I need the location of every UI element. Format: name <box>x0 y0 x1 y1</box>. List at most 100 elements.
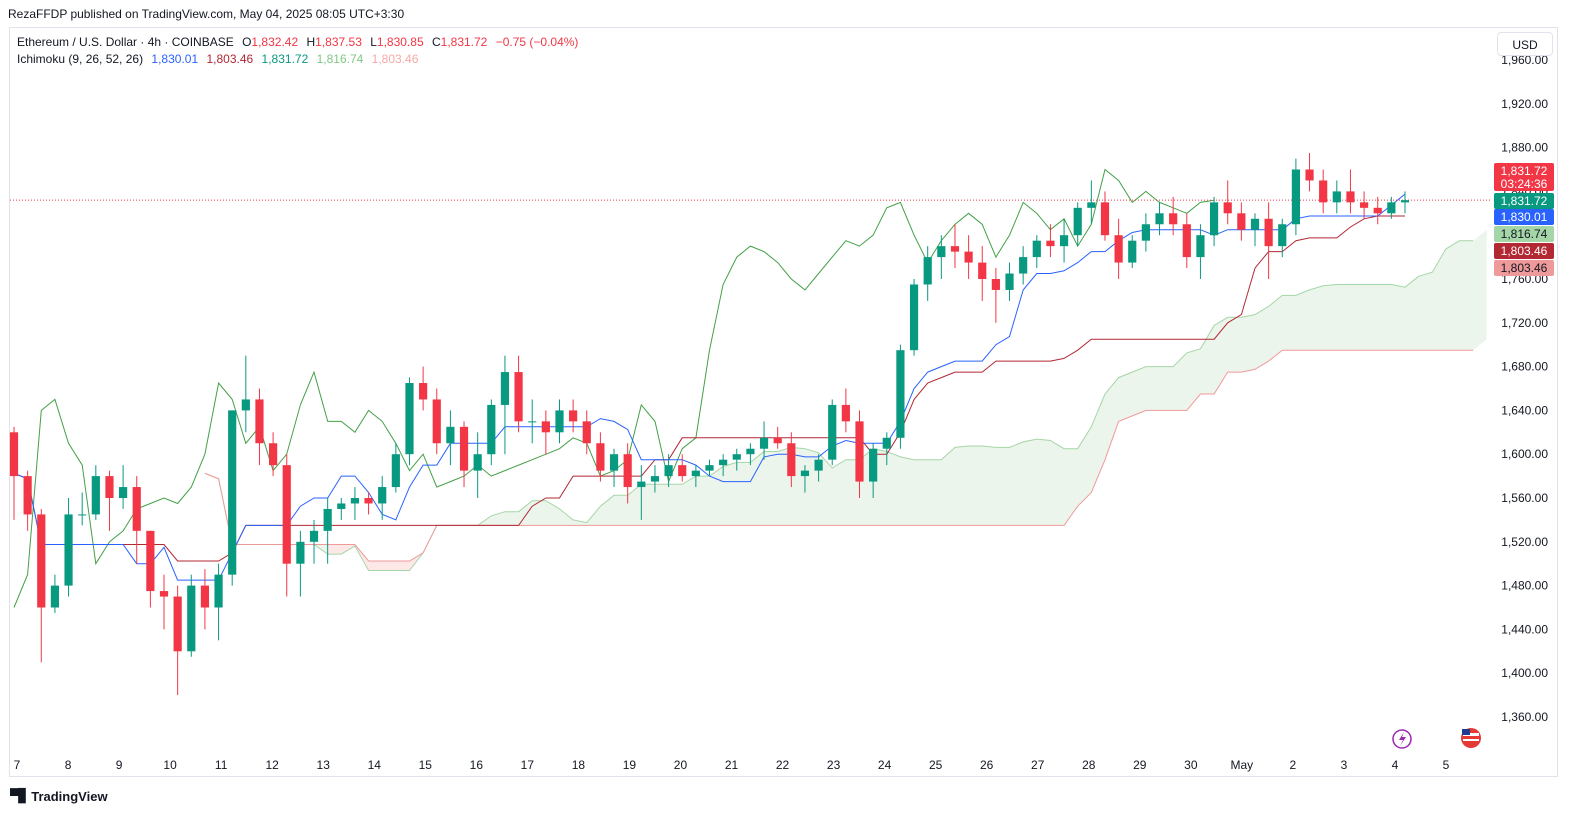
candle-body[interactable] <box>296 541 305 564</box>
candle-body[interactable] <box>78 514 87 516</box>
candle-body[interactable] <box>432 399 441 444</box>
candle-body[interactable] <box>691 470 700 477</box>
candle-body[interactable] <box>255 399 264 444</box>
candle-body[interactable] <box>64 514 73 586</box>
candle-body[interactable] <box>746 448 755 455</box>
candle-body[interactable] <box>1100 202 1110 236</box>
candle-body[interactable] <box>1223 202 1232 214</box>
candle-body[interactable] <box>173 596 182 652</box>
candle-body[interactable] <box>1019 257 1028 274</box>
candle-body[interactable] <box>350 498 360 504</box>
candle-body[interactable] <box>896 350 905 438</box>
candle-body[interactable] <box>1319 180 1328 203</box>
candle-body[interactable] <box>1169 213 1178 225</box>
chart-pane[interactable] <box>9 27 1558 777</box>
candle-body[interactable] <box>909 284 919 351</box>
candle-body[interactable] <box>500 372 510 405</box>
candle-body[interactable] <box>1114 235 1123 263</box>
candle-body[interactable] <box>309 530 319 542</box>
candle-body[interactable] <box>1278 224 1287 247</box>
candle-body[interactable] <box>1346 191 1355 203</box>
candle-body[interactable] <box>569 410 578 422</box>
candle-body[interactable] <box>132 487 141 531</box>
candle-body[interactable] <box>773 437 782 444</box>
candle-body[interactable] <box>119 487 128 498</box>
candle-body[interactable] <box>1196 235 1205 258</box>
candle-body[interactable] <box>269 443 278 466</box>
candle-body[interactable] <box>1209 202 1219 236</box>
candle-body[interactable] <box>1182 224 1191 258</box>
candle-body[interactable] <box>950 246 960 252</box>
candle-body[interactable] <box>37 514 46 608</box>
candle-body[interactable] <box>964 251 973 263</box>
candle-body[interactable] <box>282 465 291 564</box>
candle-body[interactable] <box>9 432 19 477</box>
candle-body[interactable] <box>705 465 714 471</box>
candle-body[interactable] <box>800 470 810 477</box>
candle-body[interactable] <box>841 404 850 422</box>
candle-body[interactable] <box>1387 202 1396 214</box>
candle-body[interactable] <box>1332 191 1341 203</box>
candle-body[interactable] <box>200 585 210 608</box>
candle-body[interactable] <box>1305 169 1314 181</box>
candle-body[interactable] <box>1141 224 1150 241</box>
candle-body[interactable] <box>1073 207 1082 236</box>
candle-body[interactable] <box>91 476 100 515</box>
candle-body[interactable] <box>187 585 196 652</box>
candle-body[interactable] <box>378 487 387 504</box>
candle-body[interactable] <box>1373 207 1382 214</box>
indicator-title[interactable]: Ichimoku (9, 26, 52, 26) <box>17 52 144 66</box>
candle-body[interactable] <box>732 454 741 460</box>
candle-body[interactable] <box>1264 218 1273 247</box>
candle-body[interactable] <box>1032 240 1041 258</box>
candle-body[interactable] <box>609 454 619 471</box>
candle-body[interactable] <box>1359 202 1369 208</box>
candle-body[interactable] <box>159 591 169 597</box>
candle-body[interactable] <box>623 454 632 488</box>
candle-body[interactable] <box>23 476 32 515</box>
candle-body[interactable] <box>528 421 537 423</box>
candle-body[interactable] <box>241 399 250 411</box>
candle-body[interactable] <box>146 530 155 592</box>
candle-body[interactable] <box>405 383 414 455</box>
candle-body[interactable] <box>228 410 237 575</box>
candle-body[interactable] <box>487 404 496 455</box>
candle-body[interactable] <box>596 443 605 471</box>
candle-body[interactable] <box>105 476 114 498</box>
candle-body[interactable] <box>364 498 373 504</box>
symbol-title[interactable]: Ethereum / U.S. Dollar · 4h · COINBASE <box>17 35 234 49</box>
candle-body[interactable] <box>582 421 591 444</box>
candle-body[interactable] <box>787 443 796 477</box>
candle-body[interactable] <box>1250 218 1260 230</box>
candle-body[interactable] <box>446 426 455 444</box>
candle-body[interactable] <box>978 262 987 279</box>
candle-body[interactable] <box>869 448 878 482</box>
candle-body[interactable] <box>814 459 823 471</box>
candle-body[interactable] <box>323 508 332 531</box>
candle-body[interactable] <box>1400 200 1410 203</box>
candle-body[interactable] <box>541 421 550 433</box>
candle-body[interactable] <box>1005 273 1014 290</box>
currency-button[interactable]: USD <box>1497 32 1553 56</box>
candle-body[interactable] <box>637 481 646 488</box>
lightning-icon[interactable] <box>1392 729 1412 749</box>
candle-body[interactable] <box>473 454 482 471</box>
candle-body[interactable] <box>923 257 932 285</box>
candle-body[interactable] <box>337 503 346 509</box>
candle-body[interactable] <box>391 454 400 488</box>
candle-body[interactable] <box>50 585 60 608</box>
candle-body[interactable] <box>459 426 469 471</box>
candle-body[interactable] <box>937 246 946 258</box>
candle-body[interactable] <box>1059 235 1069 247</box>
candle-body[interactable] <box>1128 240 1137 263</box>
candle-body[interactable] <box>555 410 564 433</box>
candle-body[interactable] <box>759 437 769 449</box>
candle-body[interactable] <box>678 465 687 477</box>
candle-body[interactable] <box>1046 240 1055 247</box>
candle-body[interactable] <box>419 383 428 400</box>
candle-body[interactable] <box>214 574 223 608</box>
candle-body[interactable] <box>1237 213 1246 230</box>
candle-body[interactable] <box>719 459 728 466</box>
candle-body[interactable] <box>650 476 660 482</box>
